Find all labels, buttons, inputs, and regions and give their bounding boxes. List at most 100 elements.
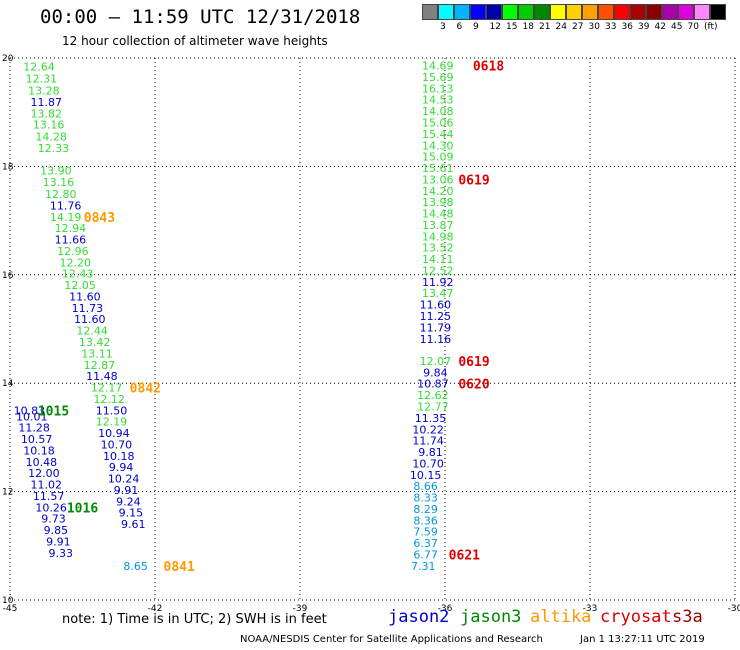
pass-time-label: 0619: [458, 173, 489, 188]
chart-subtitle: 12 hour collection of altimeter wave hei…: [62, 34, 328, 48]
color-swatch: [502, 4, 518, 20]
pass-time-label: 0841: [164, 560, 195, 575]
wave-height-point: 11.74: [412, 435, 444, 448]
wave-height-point: 9.73: [41, 513, 66, 526]
color-swatch: [550, 4, 566, 20]
wave-height-point: 10.22: [412, 423, 444, 436]
wave-height-point: 12.05: [64, 279, 96, 292]
color-scale-label: 12: [489, 22, 501, 32]
wave-height-point: 14.53: [422, 94, 454, 107]
wave-height-point: 12.64: [23, 61, 55, 74]
wave-height-point: 15.09: [422, 151, 454, 164]
x-tick-label: -42: [148, 604, 163, 614]
wave-height-point: 12.19: [96, 416, 128, 429]
color-scale-label: 9: [473, 22, 479, 32]
y-tick-label: 10: [2, 596, 14, 606]
color-swatch: [662, 4, 678, 20]
x-tick-label: -33: [583, 604, 598, 614]
wave-height-point: 11.50: [96, 404, 128, 417]
wave-height-point: 8.29: [413, 503, 438, 516]
wave-height-point: 11.60: [74, 313, 106, 326]
wave-height-point: 12.31: [26, 73, 58, 86]
wave-height-point: 14.30: [422, 139, 454, 152]
wave-height-point: 9.94: [109, 461, 134, 474]
wave-height-point: 12.33: [38, 142, 70, 155]
wave-height-point: 11.60: [420, 299, 452, 312]
wave-height-point: 7.31: [411, 560, 436, 573]
wave-height-point: 12.80: [45, 188, 77, 201]
wave-height-point: 12.52: [422, 264, 454, 277]
wave-height-point: 9.61: [121, 518, 146, 531]
wave-height-point: 10.24: [108, 473, 140, 486]
wave-height-point: 10.83: [14, 404, 46, 417]
plot-marks: 12.6412.3113.2813.8213.1614.2812.3313.90…: [14, 60, 505, 575]
wave-height-point: 12.00: [28, 467, 60, 480]
wave-height-point: 13.47: [422, 287, 454, 300]
color-scale-label: 15: [506, 22, 518, 32]
wave-height-point: 12.07: [420, 355, 452, 368]
satellite-name-jason3: jason3: [460, 607, 522, 627]
wave-height-point: 10.18: [23, 444, 55, 457]
x-tick-label: -30: [728, 604, 740, 614]
wave-height-point: 13.90: [40, 165, 72, 178]
color-swatch: [582, 4, 598, 20]
pass-time-label: 0618: [473, 60, 504, 75]
wave-height-point: 11.57: [33, 490, 65, 503]
wave-height-point: 14.48: [422, 208, 454, 221]
wave-height-point: 12.20: [60, 256, 92, 269]
y-tick-label: 16: [2, 271, 14, 281]
wave-height-point: 9.91: [46, 535, 71, 548]
x-tick-label: -36: [438, 604, 453, 614]
wave-height-point: 12.12: [93, 393, 125, 406]
color-scale-label: 45: [671, 22, 683, 32]
wave-height-point: 11.60: [69, 290, 101, 303]
satellite-name-altika: altika: [530, 607, 592, 627]
wave-height-point: 13.16: [43, 176, 75, 189]
color-swatch: [630, 4, 646, 20]
color-swatch: [518, 4, 534, 20]
wave-height-point: 14.19: [50, 211, 82, 224]
y-tick-label: 20: [2, 54, 14, 64]
wave-height-point: 11.79: [420, 321, 452, 334]
wave-height-point: 8.66: [413, 480, 438, 493]
color-swatch: [678, 4, 694, 20]
color-scale-label: 33: [605, 22, 617, 32]
wave-height-point: 9.84: [423, 366, 448, 379]
wave-height-point: 10.48: [26, 456, 58, 469]
color-scale-label: 3: [440, 22, 446, 32]
x-tick-label: -39: [293, 604, 308, 614]
wave-height-point: 11.76: [50, 199, 82, 212]
wave-height-point: 9.24: [116, 495, 141, 508]
wave-height-point: 15.61: [422, 162, 454, 175]
wave-height-point: 10.26: [35, 501, 67, 514]
color-scale-label: 70: [687, 22, 699, 32]
wave-height-point: 9.85: [44, 524, 69, 537]
wave-height-point: 14.28: [35, 131, 67, 144]
pass-time-label: 1015: [38, 404, 69, 419]
wave-height-point: 16.13: [422, 82, 454, 95]
wave-height-point: 10.18: [103, 450, 135, 463]
pass-time-label: 0843: [84, 211, 115, 226]
color-swatch: [694, 4, 710, 20]
wave-height-point: 6.77: [413, 548, 438, 561]
pass-time-label: 0619: [458, 355, 489, 370]
color-scale-label: 42: [654, 22, 666, 32]
wave-height-point: 12.62: [417, 389, 449, 402]
wave-height-point: 10.94: [98, 427, 130, 440]
color-swatch: [598, 4, 614, 20]
satellite-name-cryosat: cryosat: [600, 607, 672, 627]
wave-height-point: 12.17: [91, 382, 123, 395]
wave-height-point: 11.35: [415, 412, 447, 425]
wave-height-point: 10.57: [21, 433, 53, 446]
wave-height-point: 13.82: [31, 107, 63, 120]
wave-height-point: 12.96: [57, 245, 89, 258]
wave-height-point: 14.20: [422, 185, 454, 198]
wave-height-point: 13.87: [422, 219, 454, 232]
wave-height-point: 15.06: [422, 116, 454, 129]
wave-height-point: 10.87: [417, 378, 449, 391]
wave-height-point: 13.98: [422, 196, 454, 209]
axis-ticks: -45 -42 -39 -36 -33 -30 10 12 14 16 18 20: [2, 54, 740, 614]
y-tick-label: 12: [2, 488, 13, 498]
satellite-name-jason2: jason2: [388, 607, 450, 627]
